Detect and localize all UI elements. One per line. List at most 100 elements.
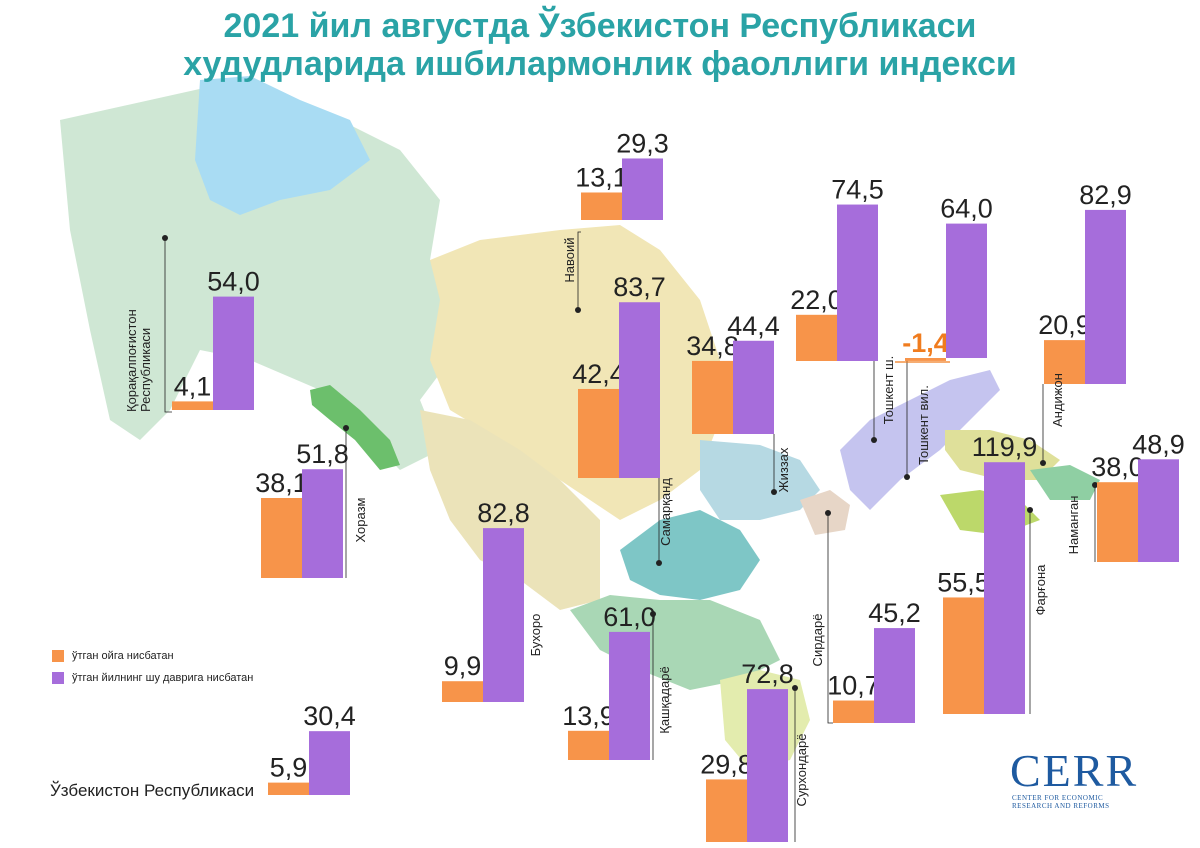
data-label-orange-хоразм: 38,1 — [255, 468, 308, 498]
data-label-orange-фарғона: 55,5 — [937, 567, 990, 597]
data-label-purple-ўзбекистон-республикаси: 30,4 — [303, 701, 356, 731]
map-region-andijan — [1030, 465, 1100, 500]
map-region-syrdarya — [800, 490, 850, 535]
bar-purple-қорақалпоғистон-республикаси — [213, 296, 254, 410]
leader-dot — [771, 489, 777, 495]
legend-item-orange: ўтган ойга нисбатан — [52, 650, 174, 662]
legend-swatch-orange — [52, 650, 64, 662]
legend-label-orange: ўтган ойга нисбатан — [72, 650, 174, 662]
data-label-orange-наманган: 38,0 — [1091, 452, 1144, 482]
data-label-purple-самарқанд: 83,7 — [613, 272, 666, 302]
data-label-purple-наманган: 48,9 — [1132, 429, 1185, 459]
bar-orange-андижон — [1044, 340, 1085, 384]
map-aral-sea — [195, 76, 370, 215]
bar-orange-жиззах — [692, 360, 733, 434]
region-label-самарқанд: Самарқанд — [658, 478, 673, 546]
region-group-хоразм: 38,151,8 Хоразм — [255, 425, 368, 578]
data-label-purple-хоразм: 51,8 — [296, 439, 349, 469]
cerr-logo: CERR CENTER FOR ECONOMIC RESEARCH AND RE… — [1010, 745, 1139, 811]
region-label-фарғона: Фарғона — [1033, 564, 1048, 615]
bar-orange-сирдарё — [833, 700, 874, 723]
region-group-тошкент-ш: 22,0 74,5 Тошкент ш. — [790, 175, 896, 443]
bar-orange-фарғона — [943, 597, 984, 714]
data-label-orange-қорақалпоғистон-республикаси: 4,1 — [174, 371, 212, 401]
region-label-ўзбекистон-республикаси: Ўзбекистон Республикаси — [50, 780, 254, 800]
data-label-orange-сурхондарё: 29,8 — [700, 749, 753, 779]
cerr-logo-subtitle-1: CENTER FOR ECONOMIC — [1012, 794, 1104, 802]
bar-purple-хоразм — [302, 469, 343, 578]
bar-purple-тошкент-вил — [946, 223, 987, 358]
bar-purple-фарғона — [984, 462, 1025, 714]
leader-dot — [792, 685, 798, 691]
region-group-фарғона: 55,5 119,9 Фарғона — [937, 432, 1048, 714]
region-group-бухоро: 9,9 82,8 Бухоро — [442, 498, 543, 702]
region-group-наманган: 38,048,9 Наманган — [1066, 429, 1185, 562]
bar-orange-хоразм — [261, 497, 302, 578]
data-label-purple-жиззах: 44,4 — [727, 311, 780, 341]
data-label-orange-самарқанд: 42,4 — [572, 359, 625, 389]
bar-orange-бухоро — [442, 681, 483, 702]
region-group-қорақалпоғистон-республикаси: 4,1 54,0 ҚорақалпоғистонРеспубликаси — [124, 235, 260, 413]
bar-purple-сурхондарё — [747, 689, 788, 842]
bar-orange-қашқадарё — [568, 730, 609, 760]
bar-purple-сирдарё — [874, 628, 915, 723]
region-label-тошкент-вил: Тошкент вил. — [916, 385, 931, 465]
region-label-наманган: Наманган — [1066, 496, 1081, 555]
data-label-orange-тошкент-вил: -1,4 — [902, 328, 949, 358]
bar-orange-тошкент-вил — [905, 358, 946, 361]
region-label-сирдарё: Сирдарё — [810, 614, 825, 667]
region-group-сурхондарё: 29,8 72,8 Сурхондарё — [700, 659, 809, 842]
leader-line — [164, 238, 172, 413]
legend-item-purple: ўтган йилнинг шу даврига нисбатан — [52, 672, 253, 684]
leader-dot — [162, 235, 168, 241]
data-label-orange-сирдарё: 10,7 — [827, 671, 880, 701]
data-label-purple-қорақалпоғистон-республикаси: 54,0 — [207, 267, 260, 297]
region-label-сурхондарё: Сурхондарё — [794, 734, 809, 807]
chart-title-line-1: 2021 йил августда Ўзбекистон Республикас… — [223, 7, 977, 45]
region-label-жиззах: Жиззах — [776, 447, 791, 492]
region-group-тошкент-вил: -1,4 64,0 Тошкент вил. — [895, 194, 993, 480]
data-label-purple-тошкент-вил: 64,0 — [940, 194, 993, 224]
region-label-part: Республикаси — [138, 328, 153, 412]
leader-line — [827, 513, 833, 724]
region-label-андижон: Андижон — [1050, 373, 1065, 427]
region-group-самарқанд: 42,4 83,7 Самарқанд — [572, 272, 673, 566]
map-region-bukhara — [420, 410, 600, 610]
bar-orange-қорақалпоғистон-республикаси — [172, 401, 213, 410]
leader-dot — [343, 425, 349, 431]
bar-purple-қашқадарё — [609, 631, 650, 760]
chart-title-line-2: худудларида ишбилармонлик фаоллиги индек… — [183, 45, 1017, 83]
region-label-қорақалпоғистон-республикаси: ҚорақалпоғистонРеспубликаси — [124, 309, 153, 412]
bar-purple-самарқанд — [619, 302, 660, 478]
data-label-orange-жиззах: 34,8 — [686, 331, 739, 361]
leader-dot — [871, 437, 877, 443]
map-region-samarkand — [620, 510, 760, 600]
data-label-orange-ўзбекистон-республикаси: 5,9 — [270, 753, 308, 783]
data-label-purple-сирдарё: 45,2 — [868, 598, 921, 628]
legend-label-purple: ўтган йилнинг шу даврига нисбатан — [72, 672, 254, 684]
leader-dot — [575, 307, 581, 313]
region-label-навоий: Навоий — [562, 237, 577, 282]
data-label-orange-навоий: 13,1 — [575, 162, 628, 192]
bar-orange-тошкент-ш — [796, 314, 837, 361]
map-region-jizzakh — [700, 440, 820, 520]
bar-purple-тошкент-ш — [837, 204, 878, 361]
data-label-orange-қашқадарё: 13,9 — [562, 701, 615, 731]
data-label-orange-бухоро: 9,9 — [444, 651, 482, 681]
bar-purple-навоий — [622, 158, 663, 220]
map-region-kashkadarya — [570, 595, 780, 690]
leader-dot — [1092, 482, 1098, 488]
cerr-logo-subtitle-2: RESEARCH AND REFORMS — [1012, 802, 1110, 810]
data-label-purple-бухоро: 82,8 — [477, 498, 530, 528]
leader-dot — [1040, 460, 1046, 466]
leader-line — [577, 231, 581, 310]
bar-orange-самарқанд — [578, 388, 619, 478]
region-label-хоразм: Хоразм — [353, 497, 368, 542]
region-group-жиззах: 34,844,4 Жиззах — [686, 311, 791, 495]
leader-dot — [904, 474, 910, 480]
data-label-purple-тошкент-ш: 74,5 — [831, 175, 884, 205]
cerr-logo-name: CERR — [1010, 745, 1139, 796]
leader-dot — [825, 510, 831, 516]
